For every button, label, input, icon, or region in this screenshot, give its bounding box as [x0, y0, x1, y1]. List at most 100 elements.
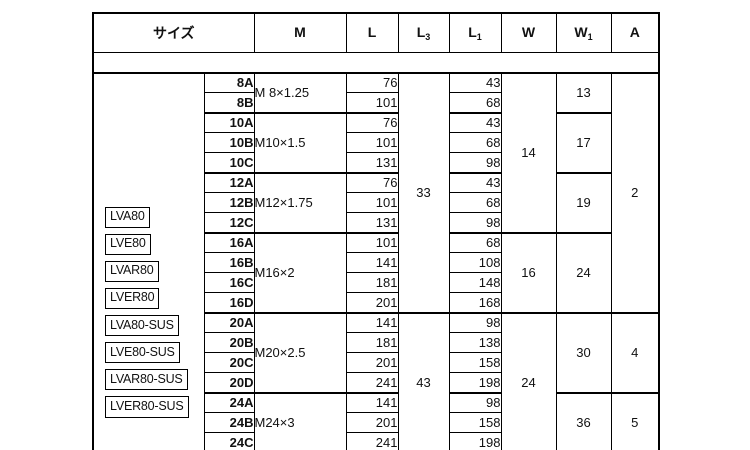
- header-size-label: サイズ: [152, 25, 195, 41]
- table-row: 16A M16×2 101 68 16 24: [93, 231, 659, 313]
- size-cell: 12A: [203, 171, 255, 193]
- thread-spec-cell: M16×2: [253, 231, 347, 313]
- part-number-label: LVE80-SUS: [105, 342, 180, 364]
- length-l1-cell: 138: [448, 332, 502, 353]
- width-w1-cell: 19: [555, 171, 612, 233]
- col-header-m: M: [253, 12, 347, 53]
- length-l-cell: 241: [345, 372, 399, 393]
- table-row: 20B 181 138: [93, 332, 659, 353]
- series-label-stack: LVA80 LVE80 LVAR80 LVER80 LVA80-SUS LVE80-SUS…: [94, 108, 204, 418]
- length-l1-cell: 43: [448, 171, 502, 193]
- size-cell: 10A: [203, 111, 255, 133]
- length-l-cell: 76: [345, 171, 399, 193]
- length-l-cell: 76: [345, 71, 399, 93]
- width-w1-cell: 36: [555, 391, 612, 450]
- width-w1-cell: 17: [555, 111, 612, 173]
- length-l1-cell: 198: [448, 432, 502, 450]
- length-l-cell: 181: [345, 332, 399, 353]
- table-row: 12B 101 68: [93, 192, 659, 213]
- length-l3-cell: 33: [397, 71, 450, 313]
- length-l1-cell: 68: [448, 92, 502, 113]
- size-cell: 12B: [203, 192, 255, 213]
- length-l1-cell: 148: [448, 272, 502, 293]
- size-cell: 20B: [203, 332, 255, 353]
- col-header-a: A: [610, 12, 660, 53]
- col-header-l: L: [345, 12, 399, 53]
- table-row: 24A M24×3 141 98 36 5: [93, 391, 660, 450]
- length-l-cell: 101: [345, 132, 399, 153]
- length-l1-cell: 43: [448, 111, 502, 133]
- table-row: 10C 131 98: [93, 152, 659, 173]
- length-l-cell: 181: [345, 272, 399, 293]
- table-row: 20A M20×2.5 141 43 98 24 30 4: [93, 311, 660, 450]
- thread-spec-cell: M12×1.75: [253, 171, 347, 233]
- dim-a-cell: 2: [610, 71, 660, 313]
- dim-a-cell: 4: [610, 311, 660, 393]
- length-l1-cell: 108: [448, 252, 502, 273]
- table-row: 20D 241 198: [93, 372, 659, 393]
- length-l1-cell: 43: [448, 71, 502, 93]
- table-row: 12C 131 98: [93, 212, 659, 233]
- length-l-cell: 201: [345, 352, 399, 373]
- part-number-label: LVER80-SUS: [105, 396, 189, 418]
- size-cell: 16B: [203, 252, 255, 273]
- length-l1-cell: 98: [448, 311, 502, 333]
- length-l-cell: 101: [345, 92, 399, 113]
- size-cell: 24B: [203, 412, 255, 433]
- table-row: LVA80 LVE80 LVAR80 LVER80 LVA80-SUS LVE80-SUS…: [92, 71, 660, 450]
- table-row: 12A M12×1.75 76 43 19: [93, 171, 659, 233]
- table-row: 16B 141 108: [93, 252, 659, 273]
- length-l1-cell: 158: [448, 352, 502, 373]
- length-l-cell: 76: [345, 111, 399, 133]
- length-l3-cell: 43: [397, 311, 450, 450]
- col-header-l1: L1: [448, 12, 502, 53]
- width-w-cell: 16: [500, 231, 557, 313]
- col-header-size: サイズ: [92, 12, 255, 53]
- length-l1-cell: 98: [448, 391, 502, 413]
- part-number-label: LVAR80-SUS: [105, 369, 188, 391]
- col-header-l3: L3: [397, 12, 450, 53]
- header-gap-rule: [92, 52, 660, 74]
- length-l1-cell: 168: [448, 292, 502, 313]
- length-l1-cell: 68: [448, 231, 502, 253]
- length-l-cell: 141: [345, 391, 399, 413]
- width-w-cell: 24: [500, 311, 557, 450]
- length-l1-cell: 158: [448, 412, 502, 433]
- size-cell: 10C: [203, 152, 255, 173]
- part-number-label: LVAR80: [105, 260, 159, 282]
- length-l-cell: 131: [345, 212, 399, 233]
- length-l1-cell: 98: [448, 212, 502, 233]
- part-number-label: LVER80: [105, 287, 160, 309]
- thread-spec-cell: M 8×1.25: [253, 71, 347, 113]
- size-cell: 10B: [203, 132, 255, 153]
- length-l-cell: 131: [345, 152, 399, 173]
- table-row: 16C 181 148: [93, 272, 659, 293]
- table-row: 8B 101 68: [93, 92, 659, 113]
- size-cell: 8A: [203, 71, 255, 93]
- table-row: 24B 201 158: [93, 412, 659, 433]
- width-w-cell: 14: [500, 71, 557, 233]
- header-row: サイズ M L L3 L1 W W1 A: [92, 12, 660, 53]
- table-row: 20C 201 158: [93, 352, 659, 373]
- length-l-cell: 101: [345, 192, 399, 213]
- length-l1-cell: 68: [448, 192, 502, 213]
- size-cell: 12C: [203, 212, 255, 233]
- size-cell: 8B: [203, 92, 255, 113]
- part-number-label: LVE80: [105, 233, 151, 255]
- length-l1-cell: 68: [448, 132, 502, 153]
- part-number-label: LVA80-SUS: [105, 315, 179, 337]
- length-l-cell: 141: [345, 252, 399, 273]
- table-row: 24C 241 198: [93, 432, 659, 450]
- length-l-cell: 141: [345, 311, 399, 333]
- col-header-w1: W1: [555, 12, 612, 53]
- series-label-area: LVA80 LVE80 LVAR80 LVER80 LVA80-SUS LVE80-SUS…: [92, 71, 205, 450]
- dim-a-cell: 5: [610, 391, 660, 450]
- table-row: 10B 101 68: [93, 132, 659, 153]
- table-row: 16D 201 168: [93, 292, 659, 313]
- col-header-w: W: [500, 12, 557, 53]
- size-cell: 16A: [203, 231, 255, 253]
- length-l-cell: 101: [345, 231, 399, 253]
- thread-spec-cell: M24×3: [253, 391, 347, 450]
- thread-spec-cell: M20×2.5: [253, 311, 347, 393]
